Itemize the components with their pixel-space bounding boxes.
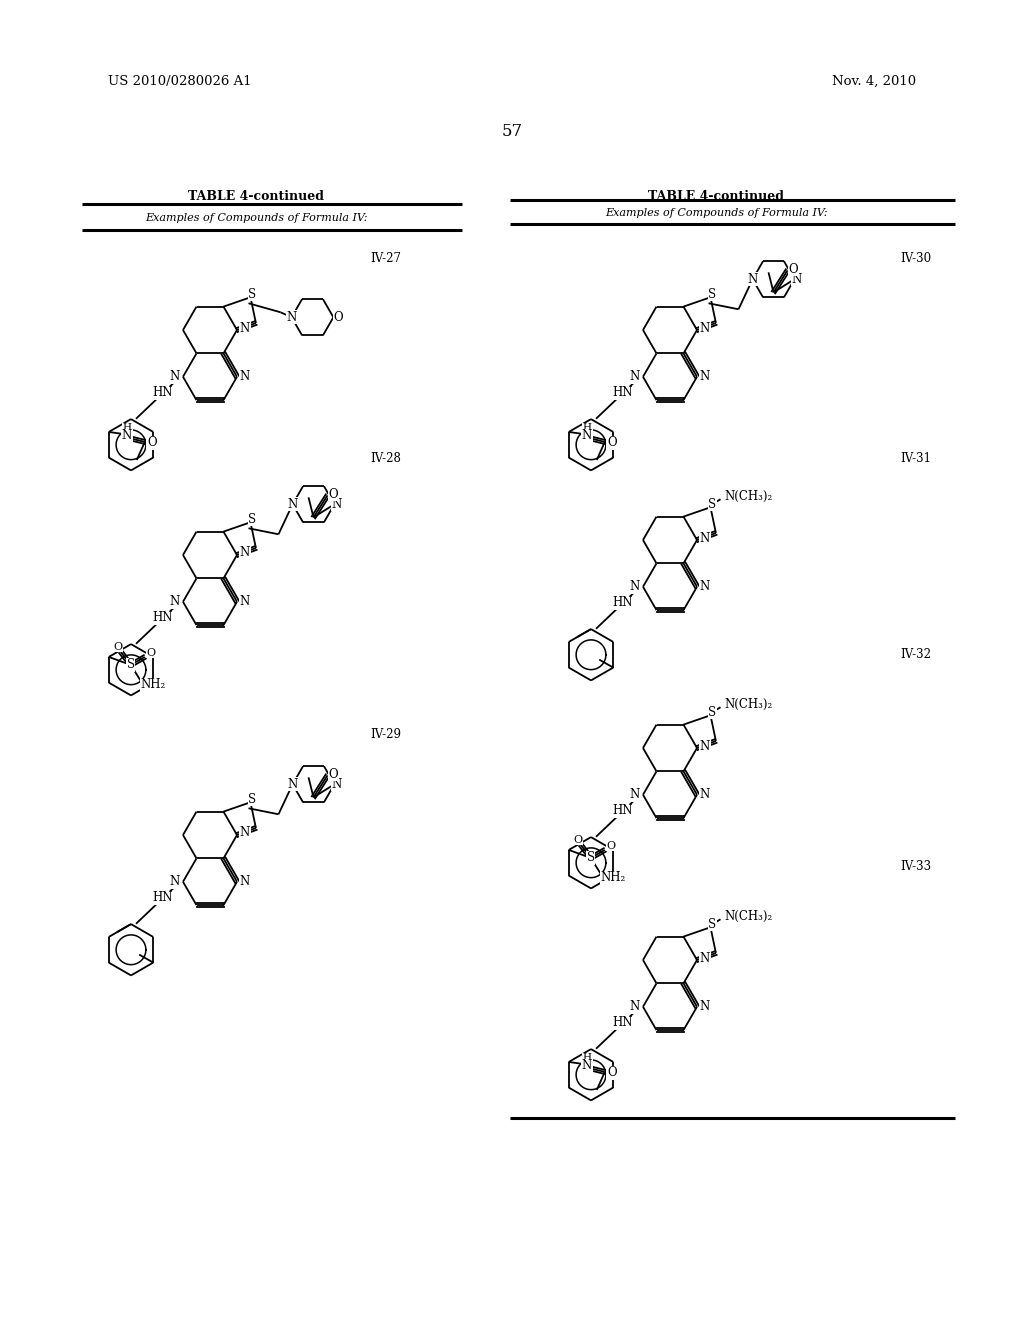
Text: S: S bbox=[249, 512, 257, 525]
Text: N: N bbox=[699, 371, 710, 383]
Text: HN: HN bbox=[153, 387, 173, 399]
Text: O: O bbox=[606, 841, 615, 851]
Text: S: S bbox=[249, 793, 257, 805]
Text: HN: HN bbox=[612, 1016, 633, 1030]
Text: N: N bbox=[699, 952, 710, 965]
Text: O: O bbox=[607, 437, 616, 449]
Text: N: N bbox=[630, 788, 640, 801]
Text: HN: HN bbox=[153, 891, 173, 904]
Text: N: N bbox=[287, 310, 297, 323]
Text: N: N bbox=[288, 498, 298, 511]
Text: N: N bbox=[240, 595, 250, 609]
Text: O: O bbox=[146, 648, 156, 657]
Text: N: N bbox=[699, 788, 710, 801]
Text: HN: HN bbox=[153, 611, 173, 624]
Text: N: N bbox=[630, 581, 640, 593]
Text: 57: 57 bbox=[502, 123, 522, 140]
Text: O: O bbox=[788, 263, 799, 276]
Text: S: S bbox=[709, 288, 717, 301]
Text: N: N bbox=[699, 739, 710, 752]
Text: IV-27: IV-27 bbox=[370, 252, 401, 265]
Text: N: N bbox=[122, 429, 132, 442]
Text: N: N bbox=[699, 322, 710, 334]
Text: S: S bbox=[587, 851, 595, 865]
Text: S: S bbox=[709, 498, 717, 511]
Text: O: O bbox=[607, 1067, 616, 1080]
Text: N: N bbox=[240, 322, 250, 334]
Text: US 2010/0280026 A1: US 2010/0280026 A1 bbox=[108, 75, 252, 88]
Text: HN: HN bbox=[612, 804, 633, 817]
Text: TABLE 4-continued: TABLE 4-continued bbox=[188, 190, 324, 203]
Text: O: O bbox=[573, 836, 583, 845]
Text: N: N bbox=[699, 532, 710, 544]
Text: Examples of Compounds of Formula IV:: Examples of Compounds of Formula IV: bbox=[144, 213, 368, 223]
Text: O: O bbox=[147, 437, 157, 449]
Text: N(CH₃)₂: N(CH₃)₂ bbox=[724, 909, 773, 923]
Text: O: O bbox=[329, 768, 338, 781]
Text: TABLE 4-continued: TABLE 4-continued bbox=[648, 190, 784, 203]
Text: N: N bbox=[170, 595, 180, 609]
Text: N: N bbox=[748, 273, 758, 285]
Text: N: N bbox=[240, 546, 250, 560]
Text: S: S bbox=[709, 917, 717, 931]
Text: N: N bbox=[170, 371, 180, 383]
Text: H: H bbox=[583, 1053, 591, 1063]
Text: IV-30: IV-30 bbox=[900, 252, 931, 265]
Text: Nov. 4, 2010: Nov. 4, 2010 bbox=[831, 75, 916, 88]
Text: N: N bbox=[630, 371, 640, 383]
Text: O: O bbox=[334, 310, 343, 323]
Text: IV-31: IV-31 bbox=[900, 451, 931, 465]
Text: N: N bbox=[792, 273, 802, 285]
Text: N: N bbox=[699, 1001, 710, 1014]
Text: S: S bbox=[709, 706, 717, 719]
Text: S: S bbox=[127, 659, 135, 672]
Text: H: H bbox=[583, 424, 591, 433]
Text: IV-29: IV-29 bbox=[370, 729, 401, 741]
Text: Examples of Compounds of Formula IV:: Examples of Compounds of Formula IV: bbox=[605, 209, 827, 218]
Text: NH₂: NH₂ bbox=[600, 871, 626, 884]
Text: N: N bbox=[699, 581, 710, 593]
Text: N(CH₃)₂: N(CH₃)₂ bbox=[724, 490, 773, 503]
Text: H: H bbox=[122, 424, 131, 433]
Text: IV-32: IV-32 bbox=[900, 648, 931, 661]
Text: HN: HN bbox=[612, 597, 633, 610]
Text: N: N bbox=[332, 498, 342, 511]
Text: HN: HN bbox=[612, 387, 633, 399]
Text: N: N bbox=[582, 429, 592, 442]
Text: N(CH₃)₂: N(CH₃)₂ bbox=[724, 698, 773, 710]
Text: N: N bbox=[332, 777, 342, 791]
Text: N: N bbox=[582, 1060, 592, 1072]
Text: N: N bbox=[630, 1001, 640, 1014]
Text: N: N bbox=[170, 875, 180, 888]
Text: O: O bbox=[114, 642, 122, 652]
Text: O: O bbox=[329, 488, 338, 500]
Text: NH₂: NH₂ bbox=[140, 678, 166, 692]
Text: IV-33: IV-33 bbox=[900, 861, 931, 873]
Text: S: S bbox=[249, 288, 257, 301]
Text: N: N bbox=[240, 826, 250, 840]
Text: N: N bbox=[240, 371, 250, 383]
Text: N: N bbox=[240, 875, 250, 888]
Text: IV-28: IV-28 bbox=[370, 451, 400, 465]
Text: N: N bbox=[288, 777, 298, 791]
